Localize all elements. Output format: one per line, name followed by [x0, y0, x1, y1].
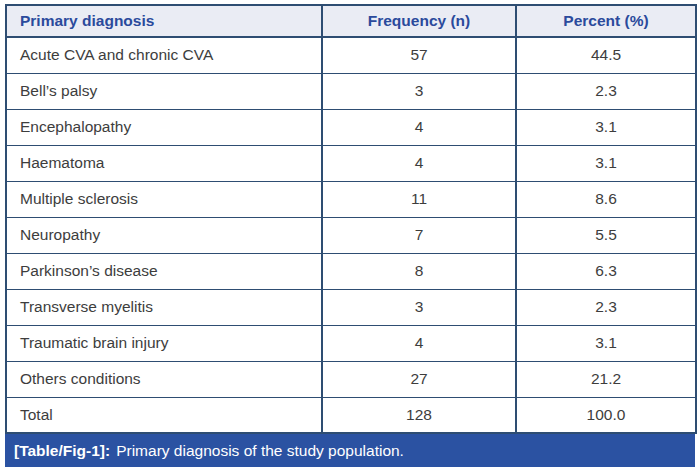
frequency-cell: 8	[322, 253, 516, 289]
percent-cell: 3.1	[516, 325, 696, 361]
percent-cell: 44.5	[516, 37, 696, 73]
frequency-cell: 7	[322, 217, 516, 253]
table-row: Multiple sclerosis 11 8.6	[6, 181, 696, 217]
table-row: Bell’s palsy 3 2.3	[6, 73, 696, 109]
percent-cell: 3.1	[516, 145, 696, 181]
percent-cell: 2.3	[516, 73, 696, 109]
diagnosis-cell: Neuropathy	[6, 217, 322, 253]
frequency-cell: 57	[322, 37, 516, 73]
figure-caption-bar: [Table/Fig-1]: Primary diagnosis of the s…	[5, 434, 695, 467]
diagnosis-cell: Traumatic brain injury	[6, 325, 322, 361]
diagnosis-cell: Parkinson’s disease	[6, 253, 322, 289]
frequency-cell: 4	[322, 145, 516, 181]
column-header-frequency: Frequency (n)	[322, 5, 516, 37]
column-header-primary-diagnosis: Primary diagnosis	[6, 5, 322, 37]
table-row: Neuropathy 7 5.5	[6, 217, 696, 253]
diagnosis-cell: Transverse myelitis	[6, 289, 322, 325]
table-row: Others conditions 27 21.2	[6, 361, 696, 397]
frequency-cell: 4	[322, 325, 516, 361]
table-figure: Primary diagnosis Frequency (n) Percent …	[5, 4, 695, 467]
diagnosis-cell: Bell’s palsy	[6, 73, 322, 109]
diagnosis-cell: Others conditions	[6, 361, 322, 397]
frequency-cell: 4	[322, 109, 516, 145]
frequency-cell: 3	[322, 289, 516, 325]
percent-cell: 5.5	[516, 217, 696, 253]
percent-cell: 8.6	[516, 181, 696, 217]
diagnosis-cell: Total	[6, 397, 322, 433]
percent-cell: 2.3	[516, 289, 696, 325]
caption-label: [Table/Fig-1]:	[14, 442, 110, 459]
diagnosis-cell: Haematoma	[6, 145, 322, 181]
table-row: Traumatic brain injury 4 3.1	[6, 325, 696, 361]
table-row: Haematoma 4 3.1	[6, 145, 696, 181]
table-row: Parkinson’s disease 8 6.3	[6, 253, 696, 289]
table-row: Acute CVA and chronic CVA 57 44.5	[6, 37, 696, 73]
diagnosis-cell: Multiple sclerosis	[6, 181, 322, 217]
header-row: Primary diagnosis Frequency (n) Percent …	[6, 5, 696, 37]
caption-text: Primary diagnosis of the study populatio…	[116, 442, 404, 459]
table-row: Encephalopathy 4 3.1	[6, 109, 696, 145]
column-header-percent: Percent (%)	[516, 5, 696, 37]
frequency-cell: 11	[322, 181, 516, 217]
diagnosis-cell: Encephalopathy	[6, 109, 322, 145]
percent-cell: 6.3	[516, 253, 696, 289]
percent-cell: 21.2	[516, 361, 696, 397]
frequency-cell: 3	[322, 73, 516, 109]
diagnosis-cell: Acute CVA and chronic CVA	[6, 37, 322, 73]
percent-cell: 3.1	[516, 109, 696, 145]
frequency-cell: 27	[322, 361, 516, 397]
frequency-cell: 128	[322, 397, 516, 433]
table-row: Transverse myelitis 3 2.3	[6, 289, 696, 325]
diagnosis-table: Primary diagnosis Frequency (n) Percent …	[5, 4, 697, 434]
table-row-total: Total 128 100.0	[6, 397, 696, 433]
percent-cell: 100.0	[516, 397, 696, 433]
